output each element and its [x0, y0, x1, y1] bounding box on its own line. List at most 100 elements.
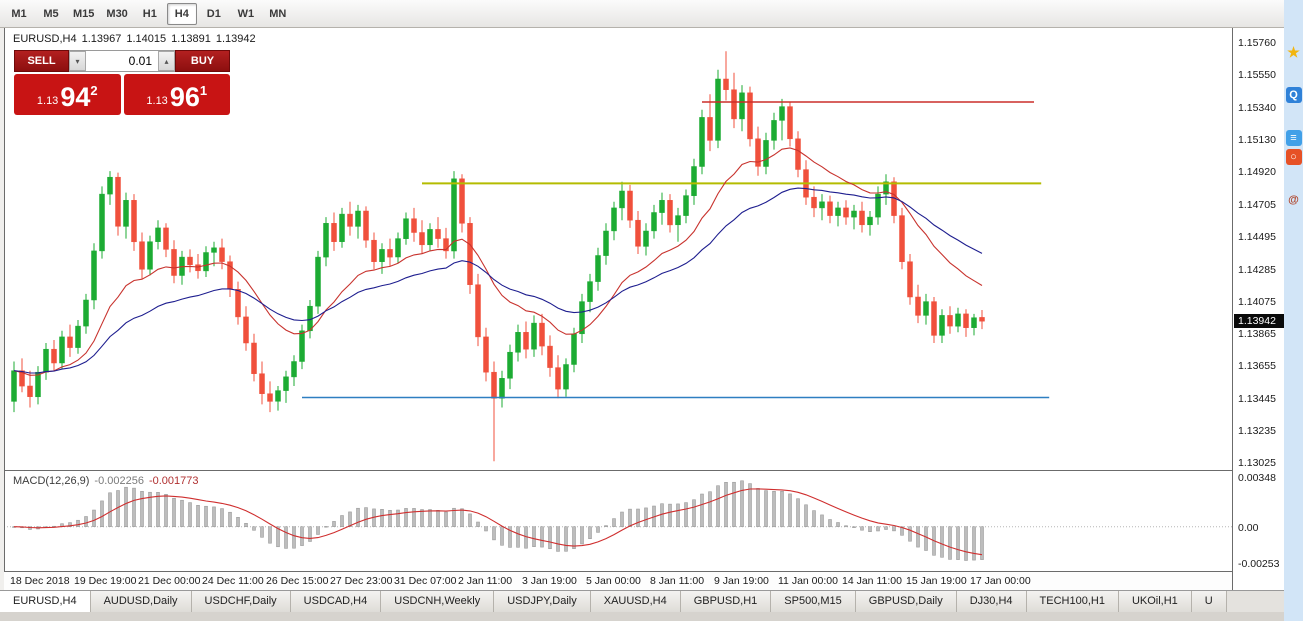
time-axis-label: 15 Jan 19:00 — [906, 575, 967, 587]
time-axis[interactable]: 18 Dec 2018 19 Dec 19:00 21 Dec 00:00 24 De… — [4, 572, 1232, 590]
price-axis-label: 1.14920 — [1238, 166, 1276, 178]
price-axis-label: 1.13445 — [1238, 393, 1276, 405]
macd-axis-label: 0.00 — [1238, 522, 1259, 534]
candlestick-canvas[interactable] — [4, 28, 1232, 470]
timeframe-toolbar: M1 M5 M15 M30 H1 H4 D1 W1 MN — [0, 0, 1284, 28]
timeframe-button-mn[interactable]: MN — [269, 7, 287, 20]
timeframe-button-m30[interactable]: M30 — [106, 7, 128, 20]
price-axis-label: 1.13235 — [1238, 425, 1276, 437]
price-axis-label: 1.15130 — [1238, 134, 1276, 146]
time-axis-label: 27 Dec 23:00 — [330, 575, 393, 587]
time-axis-label: 9 Jan 19:00 — [714, 575, 769, 587]
buy-price-big: 96 — [169, 82, 200, 112]
macd-panel[interactable] — [4, 471, 1232, 571]
chart-tab-usdjpy-daily[interactable]: USDJPY,Daily — [494, 591, 591, 612]
buy-button[interactable]: BUY — [175, 50, 230, 72]
browser-app-icon[interactable]: ○ — [1285, 149, 1302, 165]
symbol-period-label: EURUSD,H4 — [13, 33, 77, 45]
timeframe-button-d1[interactable]: D1 — [206, 7, 221, 20]
price-axis-label: 1.14285 — [1238, 264, 1276, 276]
time-axis-label: 17 Jan 00:00 — [970, 575, 1031, 587]
chart-tab-xauusd-h4[interactable]: XAUUSD,H4 — [590, 591, 681, 612]
macd-main-value: -0.002256 — [94, 475, 144, 487]
time-axis-label: 31 Dec 07:00 — [394, 575, 457, 587]
panel-divider — [4, 470, 1284, 471]
price-axis-label: 1.14075 — [1238, 296, 1276, 308]
timeframe-button-h4[interactable]: H4 — [166, 2, 197, 25]
sell-price-pip: 2 — [90, 83, 98, 98]
time-axis-label: 5 Jan 00:00 — [586, 575, 641, 587]
ohlc-high: 1.14015 — [126, 33, 167, 45]
time-axis-label: 19 Dec 19:00 — [74, 575, 137, 587]
time-axis-divider — [4, 571, 1284, 572]
mail-at-icon[interactable]: @ — [1288, 194, 1299, 206]
price-axis-label: 1.13025 — [1238, 457, 1276, 469]
time-axis-label: 24 Dec 11:00 — [202, 575, 264, 587]
current-price-badge: 1.13942 — [1234, 314, 1284, 328]
chart-tab-usdcnh-weekly[interactable]: USDCNH,Weekly — [381, 591, 495, 612]
price-axis-label: 1.14495 — [1238, 231, 1276, 243]
price-axis-label: 1.15340 — [1238, 102, 1276, 114]
chart-left-border — [4, 28, 5, 571]
status-strip — [0, 612, 1303, 621]
time-axis-label: 26 Dec 15:00 — [266, 575, 329, 587]
chart-ohlc-header: EURUSD,H4 1.13967 1.14015 1.13891 1.13942 — [13, 33, 261, 45]
price-axis-label: 1.13865 — [1238, 328, 1276, 340]
price-axis-label: 1.15550 — [1238, 69, 1276, 81]
desktop-dock: ★ Q ≡ ○ @ — [1284, 0, 1303, 621]
chart-tab-eurusd-h4[interactable]: EURUSD,H4 — [0, 591, 91, 612]
chart-tab-sp500-m15[interactable]: SP500,M15 — [771, 591, 856, 612]
chevron-down-icon: ▾ — [75, 56, 80, 66]
chart-tabs-bar: EURUSD,H4 AUDUSD,Daily USDCHF,Daily USDCAD,… — [0, 590, 1284, 612]
volume-increase-button[interactable]: ▴ — [158, 51, 175, 71]
macd-axis-label: -0.00253 — [1238, 558, 1280, 570]
macd-axis-label: 0.00348 — [1238, 472, 1276, 484]
sell-price-prefix: 1.13 — [36, 95, 59, 107]
chart-tab-audusd-daily[interactable]: AUDUSD,Daily — [90, 591, 192, 612]
timeframe-button-m15[interactable]: M15 — [73, 7, 95, 20]
time-axis-label: 3 Jan 19:00 — [522, 575, 577, 587]
macd-title: MACD(12,26,9) — [13, 475, 90, 487]
time-axis-label: 8 Jan 11:00 — [650, 575, 705, 587]
time-axis-label: 2 Jan 11:00 — [458, 575, 513, 587]
macd-canvas[interactable] — [4, 471, 1232, 571]
buy-price-pip: 1 — [199, 83, 208, 98]
ohlc-close: 1.13942 — [215, 33, 256, 45]
sell-button[interactable]: SELL — [14, 50, 69, 72]
timeframe-button-h1[interactable]: H1 — [142, 7, 157, 20]
volume-input[interactable]: 0.01 — [128, 54, 152, 68]
price-axis-label: 1.15760 — [1238, 37, 1276, 49]
price-axis-label: 1.14705 — [1238, 199, 1276, 211]
timeframe-button-w1[interactable]: W1 — [237, 7, 255, 20]
macd-label: MACD(12,26,9) -0.002256 -0.001773 — [13, 475, 199, 487]
time-axis-label: 21 Dec 00:00 — [138, 575, 201, 587]
buy-price-button[interactable]: 1.13 96 1 — [123, 74, 230, 115]
chart-tab-usdchf-daily[interactable]: USDCHF,Daily — [191, 591, 291, 612]
price-axis-label: 1.13655 — [1238, 360, 1276, 372]
one-click-trading-panel: SELL ▾ 0.01 ▴ BUY 1.13 94 2 1.13 96 1 — [14, 50, 230, 115]
chart-tab-usdcad-h4[interactable]: USDCAD,H4 — [290, 591, 382, 612]
time-axis-label: 18 Dec 2018 — [10, 575, 70, 587]
time-axis-label: 14 Jan 11:00 — [842, 575, 902, 587]
price-axis[interactable]: 1.13942 1.15760 1.15550 1.15340 1.15130 1.14… — [1232, 28, 1284, 590]
chart-tab-tech100-h1[interactable]: TECH100,H1 — [1026, 591, 1119, 612]
chart-tab-gbpusd-h1[interactable]: GBPUSD,H1 — [680, 591, 772, 612]
qq-app-icon[interactable]: Q — [1285, 87, 1302, 103]
timeframe-button-m1[interactable]: M1 — [11, 7, 27, 20]
list-app-icon[interactable]: ≡ — [1285, 130, 1302, 146]
ohlc-open: 1.13967 — [81, 33, 122, 45]
volume-decrease-button[interactable]: ▾ — [69, 51, 86, 71]
time-axis-label: 11 Jan 00:00 — [778, 575, 838, 587]
favorites-star-icon[interactable]: ★ — [1287, 43, 1300, 60]
macd-signal-value: -0.001773 — [148, 475, 199, 487]
buy-price-prefix: 1.13 — [146, 95, 168, 107]
chevron-up-icon: ▴ — [164, 56, 169, 66]
chart-tab-dj30-h4[interactable]: DJ30,H4 — [956, 591, 1027, 612]
ohlc-low: 1.13891 — [171, 33, 211, 45]
chart-tab-gbpusd-daily[interactable]: GBPUSD,Daily — [855, 591, 957, 612]
chart-tab-u[interactable]: U — [1191, 591, 1227, 612]
timeframe-button-m5[interactable]: M5 — [43, 7, 59, 20]
sell-price-button[interactable]: 1.13 94 2 — [14, 74, 121, 115]
chart-tab-ukoil-h1[interactable]: UKOil,H1 — [1118, 591, 1192, 612]
